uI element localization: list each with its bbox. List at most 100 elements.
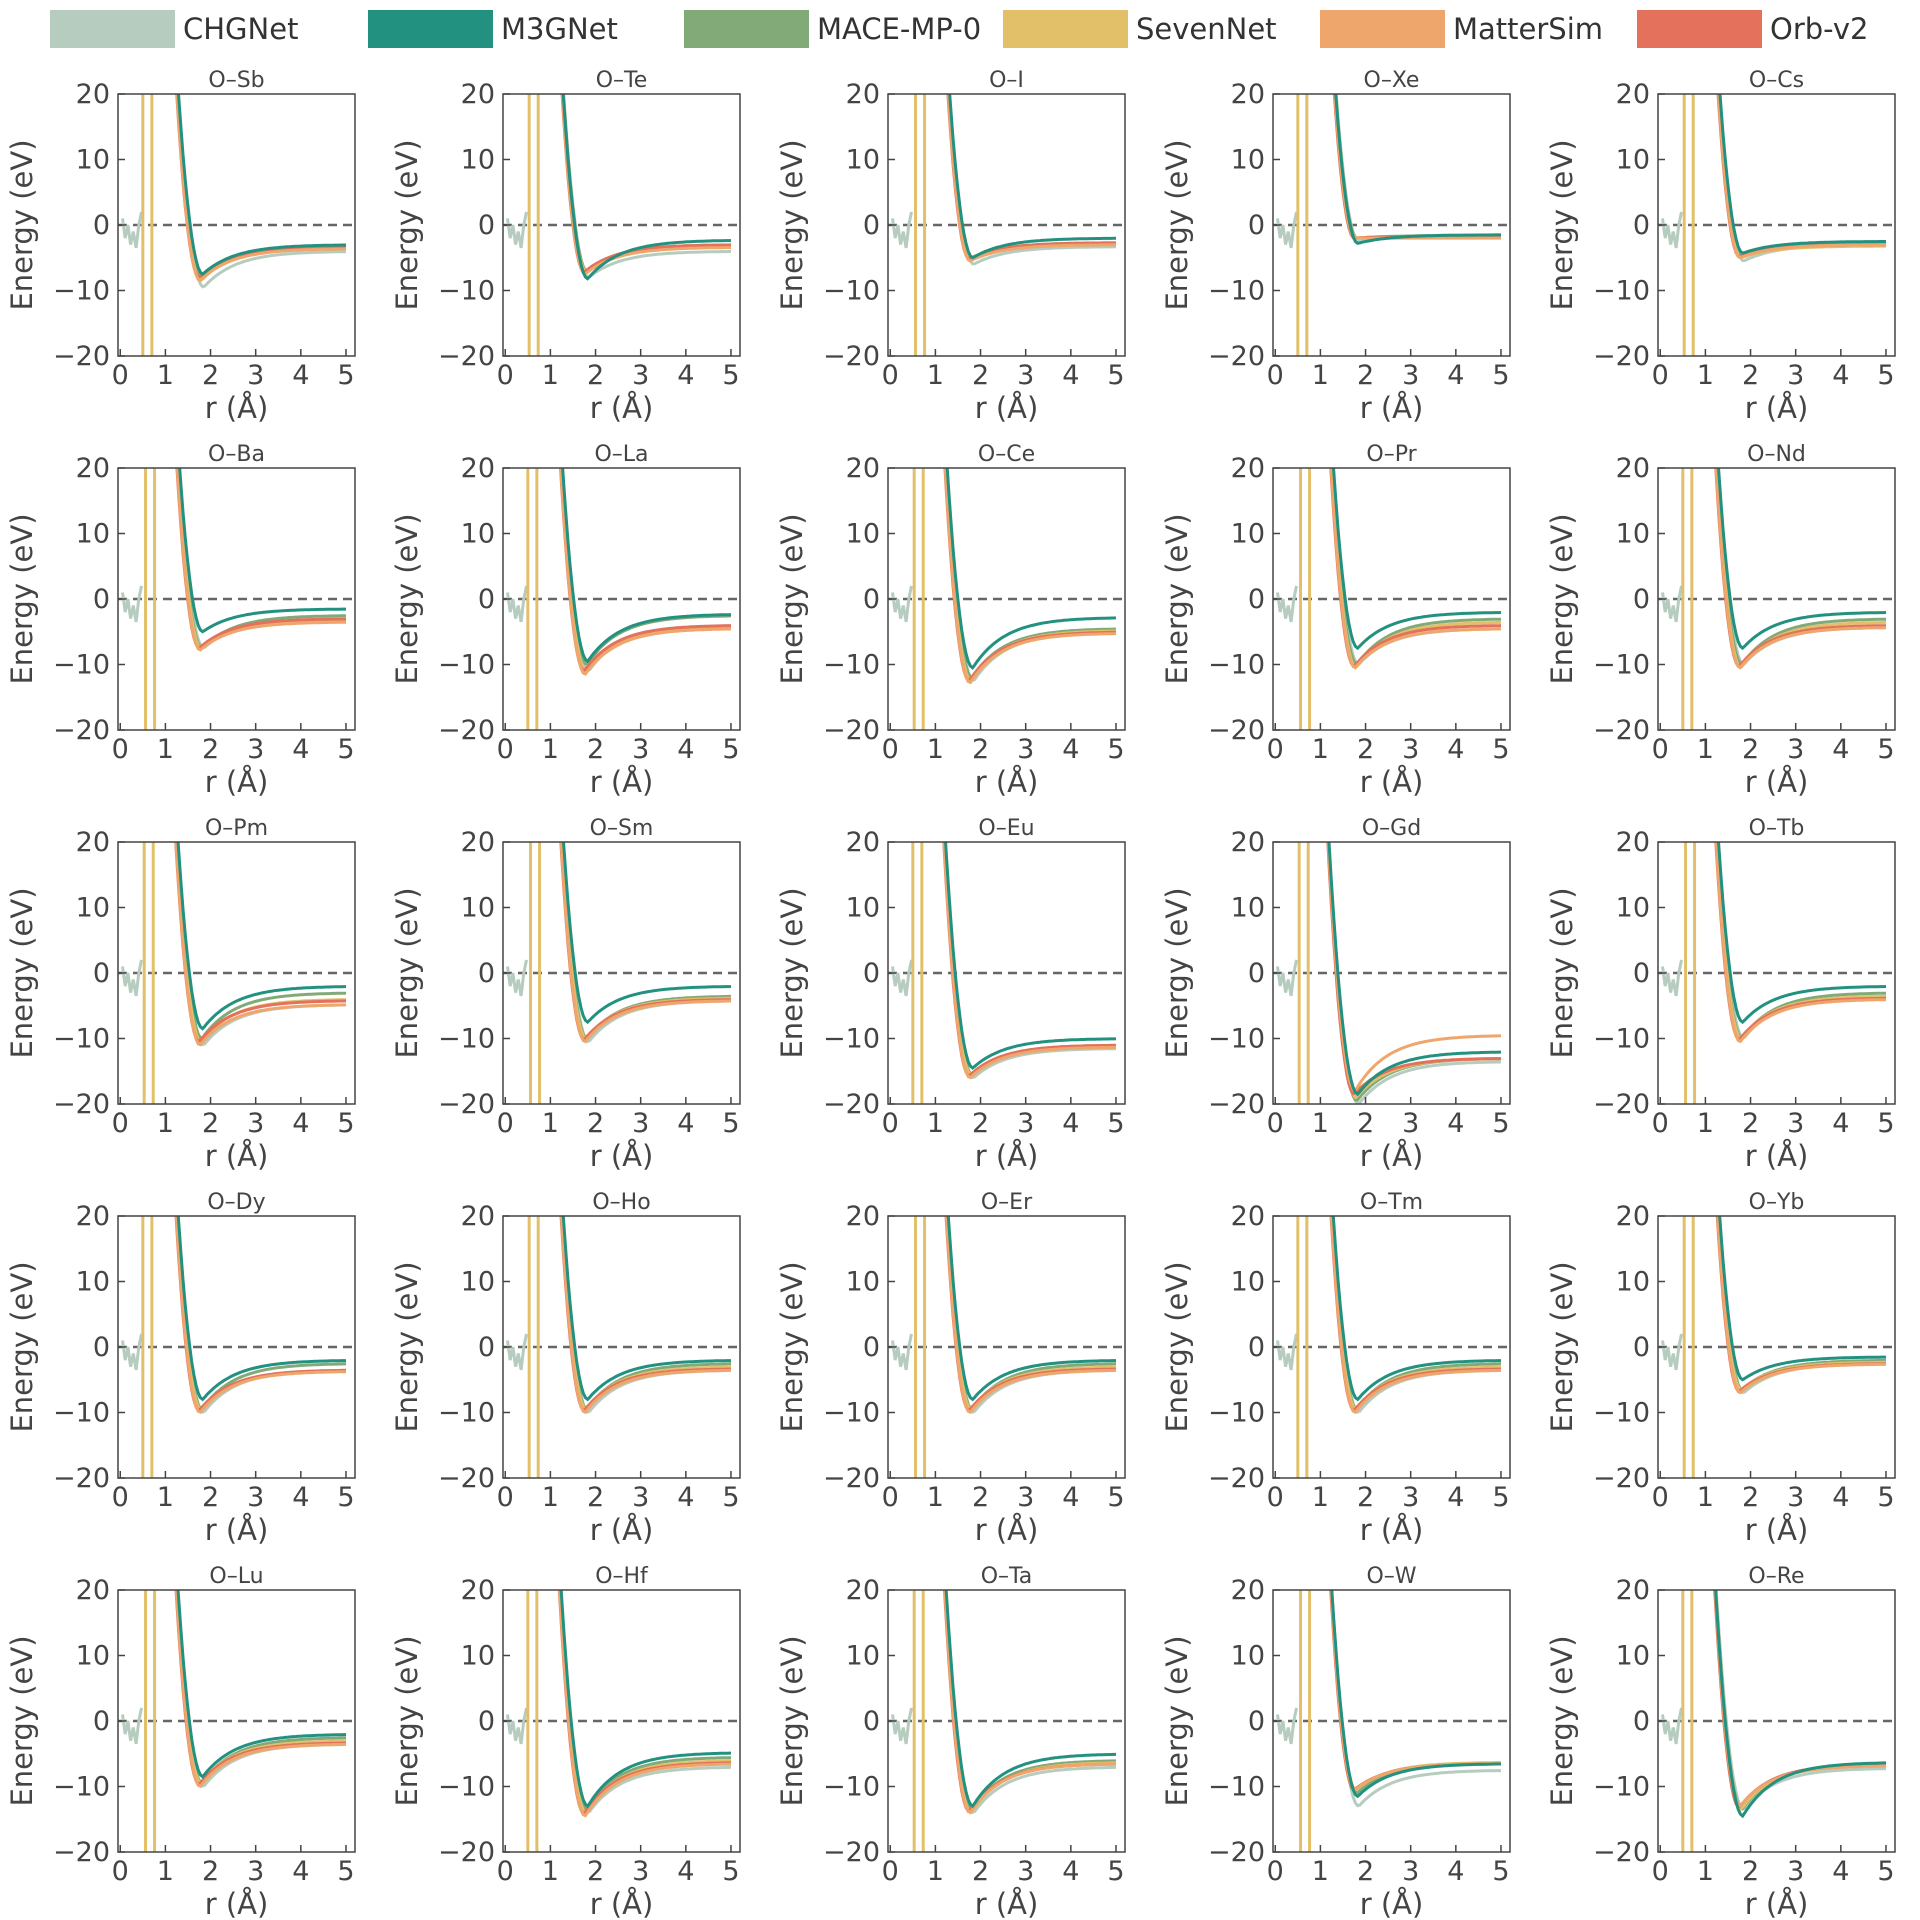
panel-title: O–Yb xyxy=(1749,1190,1805,1215)
y-tick-label: 10 xyxy=(461,893,495,924)
y-tick-label: 10 xyxy=(1231,145,1265,176)
x-axis-label: r (Å) xyxy=(1745,765,1809,799)
series-line-m3gnet xyxy=(1330,1590,1501,1799)
y-tick-label: 20 xyxy=(1231,453,1265,484)
series-group xyxy=(121,1590,347,1852)
series-group xyxy=(891,1216,1117,1478)
series-group xyxy=(891,1590,1117,1852)
series-line-mattersim xyxy=(943,468,1116,685)
series-line-mattersim xyxy=(1329,1590,1501,1792)
x-tick-label: 2 xyxy=(1357,1856,1374,1887)
x-tick-label: 5 xyxy=(1877,1482,1894,1513)
y-tick-label: −10 xyxy=(53,650,110,681)
x-tick-label: 2 xyxy=(972,1482,989,1513)
x-axis-label: r (Å) xyxy=(590,391,654,425)
series-line-m3gnet xyxy=(944,842,1117,1070)
panel-title: O–Gd xyxy=(1362,816,1421,841)
series-group xyxy=(1276,468,1502,730)
series-line-sevennet xyxy=(947,94,1116,260)
x-tick-label: 1 xyxy=(157,1482,174,1513)
x-tick-label: 2 xyxy=(972,1108,989,1139)
x-tick-label: 2 xyxy=(202,734,219,765)
x-tick-label: 1 xyxy=(1697,734,1714,765)
x-tick-label: 5 xyxy=(1877,1856,1894,1887)
panel-title: O–Pr xyxy=(1366,442,1417,467)
y-tick-label: 0 xyxy=(93,1706,110,1737)
y-tick-label: 20 xyxy=(846,827,880,858)
x-axis-label: r (Å) xyxy=(205,1887,269,1920)
y-tick-label: 10 xyxy=(1616,145,1650,176)
x-tick-label: 4 xyxy=(1832,360,1849,391)
series-group xyxy=(1661,468,1887,730)
y-axis-label: Energy (eV) xyxy=(5,139,39,310)
x-tick-label: 2 xyxy=(1742,360,1759,391)
y-axis-label: Energy (eV) xyxy=(1160,1635,1194,1806)
y-tick-label: 0 xyxy=(1248,1332,1265,1363)
y-axis-label: Energy (eV) xyxy=(390,139,424,310)
x-tick-label: 5 xyxy=(1107,734,1124,765)
legend-swatch-sevennet xyxy=(1003,10,1128,48)
y-tick-label: −10 xyxy=(438,1772,495,1803)
series-line-orb-v2 xyxy=(174,842,347,1044)
series-line-mace-mp-0 xyxy=(1330,1590,1501,1795)
x-axis-label: r (Å) xyxy=(590,765,654,799)
y-tick-label: 10 xyxy=(846,893,880,924)
x-tick-label: 2 xyxy=(972,734,989,765)
x-tick-label: 5 xyxy=(337,1856,354,1887)
x-tick-label: 3 xyxy=(1402,1108,1419,1139)
x-axis-label: r (Å) xyxy=(1360,391,1424,425)
x-tick-label: 3 xyxy=(1017,1108,1034,1139)
x-tick-label: 1 xyxy=(157,1108,174,1139)
x-tick-label: 3 xyxy=(1787,734,1804,765)
x-tick-label: 5 xyxy=(337,360,354,391)
y-axis-label: Energy (eV) xyxy=(1545,887,1579,1058)
panel-title: O–Ta xyxy=(981,1564,1033,1589)
y-tick-label: 10 xyxy=(1231,1641,1265,1672)
x-tick-label: 0 xyxy=(1267,360,1284,391)
series-line-chgnet-short-range xyxy=(891,1707,913,1745)
y-tick-label: 20 xyxy=(1616,1575,1650,1606)
x-tick-label: 5 xyxy=(1877,1108,1894,1139)
x-axis-label: r (Å) xyxy=(590,1513,654,1547)
y-tick-label: −10 xyxy=(1208,276,1265,307)
x-tick-label: 1 xyxy=(157,360,174,391)
y-tick-label: 20 xyxy=(1231,1575,1265,1606)
series-line-mattersim xyxy=(559,1216,731,1415)
series-group xyxy=(121,842,347,1104)
x-tick-label: 2 xyxy=(1357,734,1374,765)
series-line-orb-v2 xyxy=(560,94,732,274)
y-tick-label: −10 xyxy=(1593,276,1650,307)
y-tick-label: −20 xyxy=(823,1463,880,1494)
y-tick-label: 20 xyxy=(1231,827,1265,858)
series-group xyxy=(1276,1590,1501,1852)
series-line-mattersim xyxy=(1716,94,1886,260)
series-line-chgnet-short-range xyxy=(506,959,528,997)
x-tick-label: 2 xyxy=(1742,1482,1759,1513)
panel-title: O–Re xyxy=(1748,1564,1804,1589)
y-axis-label: Energy (eV) xyxy=(390,1635,424,1806)
y-tick-label: −20 xyxy=(438,1463,495,1494)
x-tick-label: 3 xyxy=(247,1482,264,1513)
series-line-chgnet-short-range xyxy=(1661,959,1683,997)
x-tick-label: 2 xyxy=(1357,1108,1374,1139)
panel-title: O–Pm xyxy=(205,816,268,841)
x-tick-label: 2 xyxy=(587,734,604,765)
y-tick-label: −20 xyxy=(1593,341,1650,372)
series-line-chgnet-short-range xyxy=(1276,959,1298,997)
x-tick-label: 3 xyxy=(1787,1108,1804,1139)
y-tick-label: 0 xyxy=(863,1332,880,1363)
y-tick-label: 20 xyxy=(846,453,880,484)
x-tick-label: 5 xyxy=(1107,360,1124,391)
x-tick-label: 3 xyxy=(632,734,649,765)
legend-item-orb-v2: Orb-v2 xyxy=(1637,8,1868,50)
y-axis-label: Energy (eV) xyxy=(775,887,809,1058)
y-tick-label: −10 xyxy=(438,1398,495,1429)
series-line-m3gnet xyxy=(944,1590,1116,1809)
